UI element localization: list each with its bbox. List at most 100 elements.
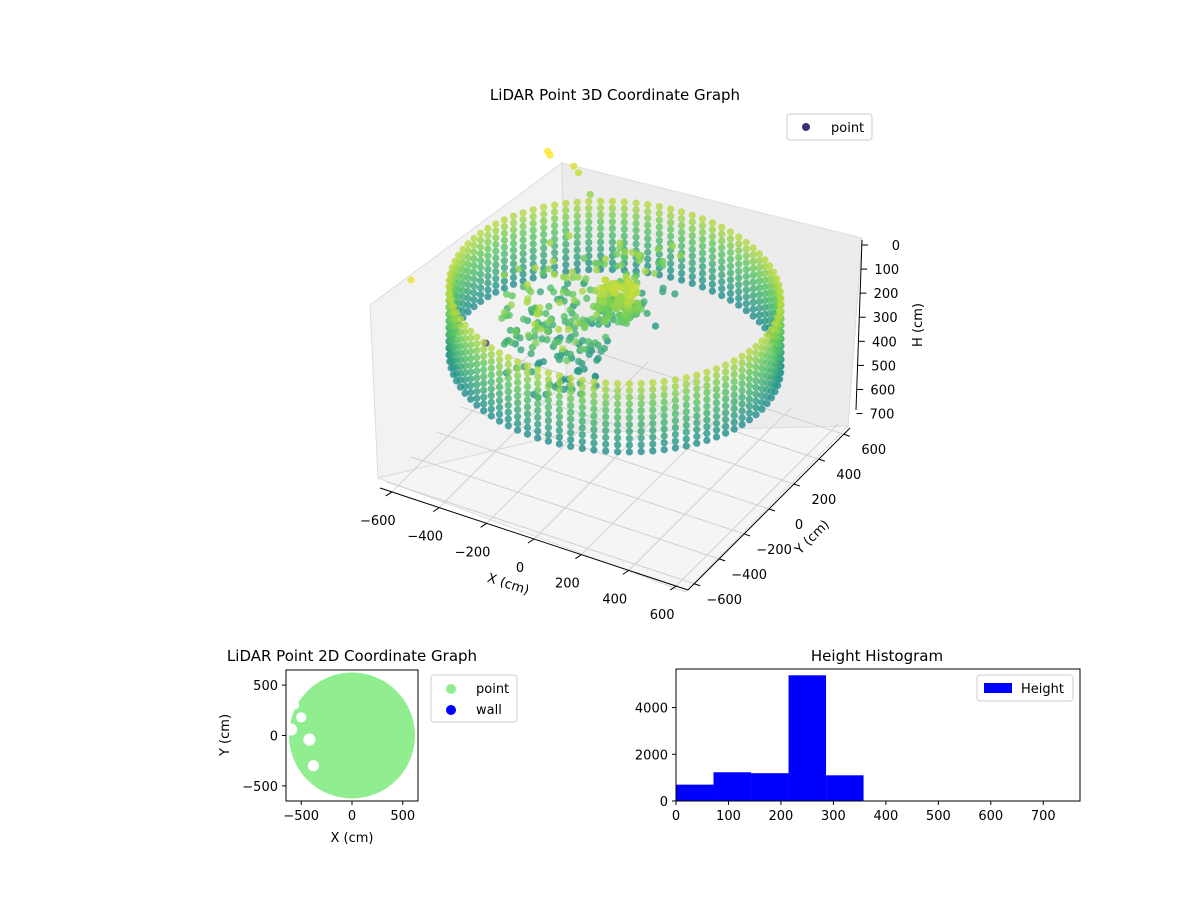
point-3d — [452, 309, 461, 317]
point-3d — [608, 197, 617, 205]
point-3d — [660, 377, 668, 386]
point-3d — [584, 338, 593, 346]
point-3d — [523, 396, 532, 404]
point-3d — [492, 220, 500, 228]
point-3d — [567, 402, 575, 410]
point-3d — [560, 313, 568, 321]
point-3d — [752, 411, 760, 419]
point-3d — [551, 228, 559, 236]
point-3d — [473, 374, 481, 382]
point-3d — [519, 216, 527, 224]
z-tick-label-3d: 300 — [873, 311, 898, 326]
point-3d — [500, 277, 508, 285]
point-3d — [492, 247, 500, 255]
point-3d — [745, 375, 754, 383]
point-3d — [708, 287, 717, 295]
point-3d — [590, 426, 598, 434]
point-3d — [544, 383, 553, 391]
point-3d — [722, 375, 730, 383]
point-3d — [718, 251, 726, 259]
point-3d — [492, 227, 500, 235]
point-3d — [632, 199, 640, 207]
point-3d — [777, 301, 785, 309]
point-3d — [504, 401, 512, 409]
point-3d — [749, 258, 757, 266]
histogram-bar — [676, 784, 714, 801]
point-3d — [693, 392, 701, 400]
point-3d — [495, 410, 504, 418]
point-3d — [544, 265, 552, 273]
point-3d — [551, 215, 559, 223]
point-3d — [625, 448, 634, 456]
point-3d — [562, 274, 570, 282]
point-3d — [660, 425, 668, 433]
point-3d — [514, 378, 522, 387]
x-tick-mark-3d — [622, 569, 630, 575]
point-3d — [722, 402, 730, 410]
point-3d — [508, 339, 516, 347]
histogram-x-tick-label: 400 — [873, 809, 898, 824]
point-3d — [509, 226, 518, 234]
point-3d — [758, 337, 766, 345]
point-3d — [523, 298, 531, 306]
point-3d — [473, 394, 481, 402]
y-tick-mark-3d — [718, 558, 726, 562]
point-3d — [504, 388, 512, 396]
point-3d — [551, 222, 559, 230]
point-3d — [755, 284, 764, 292]
point-3d — [614, 420, 622, 429]
point-3d — [752, 342, 760, 351]
point-3d — [470, 262, 478, 270]
point-3d — [562, 240, 570, 248]
point-3d — [712, 392, 721, 400]
point-3d — [534, 386, 542, 394]
point-3d — [738, 373, 746, 381]
point-3d — [477, 243, 485, 251]
point-3d — [514, 385, 522, 393]
legend-histogram-box — [976, 674, 1074, 702]
point-3d — [555, 372, 564, 380]
point-3d — [735, 294, 743, 302]
point-3d — [585, 197, 593, 206]
point-3d — [578, 444, 586, 453]
point-3d — [590, 391, 598, 400]
point-3d — [624, 298, 632, 306]
point-3d — [448, 264, 456, 272]
point-3d — [644, 228, 652, 236]
point-3d — [480, 345, 488, 353]
point-3d — [771, 320, 779, 328]
point-3d — [738, 407, 746, 415]
point-3d — [752, 390, 760, 398]
point-3d — [660, 439, 668, 447]
point-3d — [738, 400, 746, 408]
point-3d — [708, 280, 717, 288]
y-tick-label-2d: 0 — [270, 730, 278, 745]
point-3d — [523, 389, 532, 397]
point-3d — [712, 399, 721, 407]
point-3d — [749, 305, 757, 313]
point-3d — [590, 432, 598, 440]
point-3d — [470, 303, 478, 311]
point-3d — [407, 276, 415, 284]
point-3d — [722, 429, 730, 437]
point-3d — [752, 377, 760, 385]
point-3d — [529, 247, 537, 255]
point-3d — [682, 421, 690, 429]
point-3d — [480, 352, 488, 360]
point-3d — [688, 259, 696, 267]
point-3d — [578, 397, 586, 405]
point-3d — [745, 409, 754, 417]
point-3d — [484, 293, 492, 301]
point-3d — [730, 425, 738, 433]
point-3d — [644, 241, 652, 250]
point-3d — [445, 276, 453, 284]
point-3d — [693, 398, 701, 406]
point-3d — [588, 315, 596, 323]
z-tick-label-3d: 100 — [874, 263, 899, 278]
point-3d — [504, 394, 512, 403]
point-3d — [461, 362, 469, 370]
point-3d — [523, 403, 532, 411]
point-3d — [667, 273, 675, 281]
x-tick-label-3d: 400 — [602, 592, 627, 607]
point-3d — [473, 381, 481, 389]
